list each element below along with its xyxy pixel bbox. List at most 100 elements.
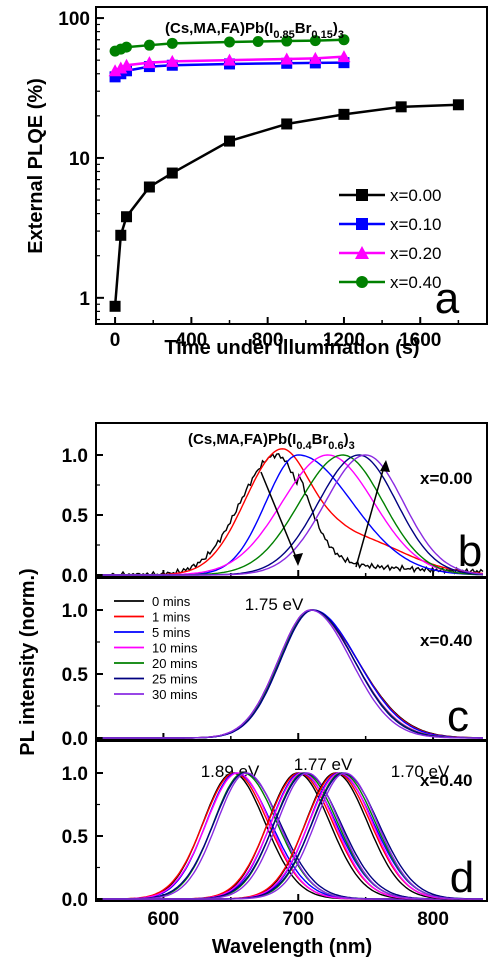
panel-a-letter: a bbox=[435, 274, 460, 323]
panel-d-annotation-1: 1.89 eV bbox=[201, 762, 260, 781]
data-point bbox=[281, 118, 293, 130]
legend-marker bbox=[356, 189, 368, 201]
panel-a-xlabel: Time under illumination (s) bbox=[164, 337, 419, 359]
spec-xlabel: Wavelength (nm) bbox=[212, 936, 372, 958]
spec-xtick-label: 800 bbox=[417, 909, 449, 930]
data-point bbox=[121, 41, 133, 53]
panel-a: 0 400 800 1200 1600 1 10 100 (Cs,MA,FA)Pb(I0.85… bbox=[25, 6, 488, 359]
spectrum-group-1 bbox=[102, 772, 483, 900]
legend-label: 30 mins bbox=[152, 687, 198, 702]
data-point bbox=[166, 37, 178, 49]
a-xtick-label: 800 bbox=[252, 330, 284, 351]
spec-ytick-label: 1.0 bbox=[62, 764, 88, 785]
legend-label: x=0.40 bbox=[390, 273, 442, 292]
panel-d-frame bbox=[95, 740, 488, 902]
series-line bbox=[113, 103, 459, 307]
spectrum-group-0 bbox=[102, 772, 483, 900]
a-ytick-label: 100 bbox=[58, 9, 90, 30]
panel-b-spectra bbox=[102, 448, 484, 577]
series-x=0.20 bbox=[108, 50, 351, 77]
spectrum-group-1 bbox=[102, 772, 483, 900]
a-ytick-label: 10 bbox=[69, 149, 90, 170]
arrow-left-head bbox=[293, 553, 303, 566]
panel-d: x=0.40 1.89 eV 1.77 eV 1.70 eV d bbox=[95, 740, 488, 902]
spec-xtick-label: 600 bbox=[148, 909, 180, 930]
arrow-right bbox=[355, 462, 386, 568]
spec-ytick-label: 1.0 bbox=[62, 446, 88, 467]
spectrum-group-2 bbox=[102, 772, 483, 900]
a-xtick-label: 400 bbox=[176, 330, 208, 351]
arrow-left bbox=[260, 471, 299, 563]
data-point bbox=[280, 52, 294, 65]
data-point bbox=[252, 36, 264, 48]
panel-b: (Cs,MA,FA)Pb(I0.4Br0.6)3 x=0.00 b bbox=[95, 422, 488, 578]
panel-a-frame bbox=[95, 6, 488, 325]
data-point bbox=[115, 68, 127, 80]
panel-a-ylabel: External PLQE (%) bbox=[25, 78, 47, 254]
data-point bbox=[143, 39, 155, 51]
panel-c-annotation: 1.75 eV bbox=[245, 595, 304, 614]
legend-label: x=0.00 bbox=[390, 186, 442, 205]
data-point bbox=[308, 51, 322, 64]
spectrum-group-1 bbox=[102, 772, 483, 900]
panel-d-spectra bbox=[102, 772, 484, 900]
data-point bbox=[338, 108, 350, 120]
spectrum-group-1 bbox=[102, 772, 483, 900]
spectrum-group-2 bbox=[102, 772, 483, 900]
spectrum-group-2 bbox=[102, 772, 483, 900]
legend-marker bbox=[356, 218, 368, 230]
spectrum-group-0 bbox=[102, 772, 483, 900]
data-point bbox=[309, 35, 321, 47]
legend-label: 10 mins bbox=[152, 641, 198, 656]
data-point bbox=[223, 53, 237, 66]
spec-ytick-label: 0.5 bbox=[62, 827, 89, 848]
data-point bbox=[143, 181, 155, 193]
spectrum-1-mins bbox=[102, 448, 484, 576]
spectrum-group-1 bbox=[102, 772, 483, 900]
panel-b-arrows bbox=[260, 460, 390, 568]
series-x=0.00 bbox=[109, 99, 464, 312]
spectrum-group-0 bbox=[102, 772, 483, 900]
panel-a-title: (Cs,MA,FA)Pb(I0.85Br0.15)3 bbox=[165, 20, 344, 41]
arrow-right-head bbox=[380, 460, 390, 472]
spec-ytick-label: 0.0 bbox=[62, 729, 88, 750]
panel-b-title: (Cs,MA,FA)Pb(I0.4Br0.6)3 bbox=[188, 431, 355, 452]
series-x=0.40 bbox=[109, 34, 350, 57]
spec-ytick-label: 0.0 bbox=[62, 890, 88, 911]
data-point bbox=[142, 56, 156, 69]
spectrum-group-0 bbox=[102, 772, 483, 900]
spectrum-group-2 bbox=[102, 772, 483, 900]
spectrum-group-2 bbox=[102, 772, 483, 900]
spectrum-group-1 bbox=[102, 772, 483, 900]
data-point bbox=[281, 35, 293, 47]
panel-c-letter: c bbox=[447, 692, 469, 741]
panel-d-composition: x=0.40 bbox=[420, 771, 472, 790]
legend-label: 25 mins bbox=[152, 672, 198, 687]
panel-d-letter: d bbox=[450, 853, 474, 902]
data-point bbox=[338, 57, 350, 69]
legend-label: x=0.20 bbox=[390, 244, 442, 263]
data-point bbox=[109, 300, 121, 312]
legend-label: 20 mins bbox=[152, 656, 198, 671]
panel-d-annotation-2: 1.77 eV bbox=[294, 755, 353, 774]
spectrum-30-mins bbox=[102, 609, 483, 739]
data-point bbox=[120, 58, 134, 71]
legend-label: 1 mins bbox=[152, 610, 191, 625]
spectrum-group-1 bbox=[102, 772, 483, 900]
spectrum-group-2 bbox=[102, 772, 483, 900]
a-ytick-label: 1 bbox=[79, 289, 90, 310]
data-point bbox=[224, 135, 236, 147]
legend-label: x=0.10 bbox=[390, 215, 442, 234]
data-point bbox=[165, 54, 179, 67]
legend-marker bbox=[356, 276, 368, 288]
data-point bbox=[338, 34, 350, 46]
a-xtick-label: 1200 bbox=[323, 330, 365, 351]
spectrum-group-2 bbox=[102, 772, 484, 900]
spectrum-group-0 bbox=[102, 772, 483, 900]
a-xtick-label: 0 bbox=[110, 330, 121, 351]
panel-d-annotation-3: 1.70 eV bbox=[391, 762, 450, 781]
a-xtick-label: 1600 bbox=[399, 330, 441, 351]
